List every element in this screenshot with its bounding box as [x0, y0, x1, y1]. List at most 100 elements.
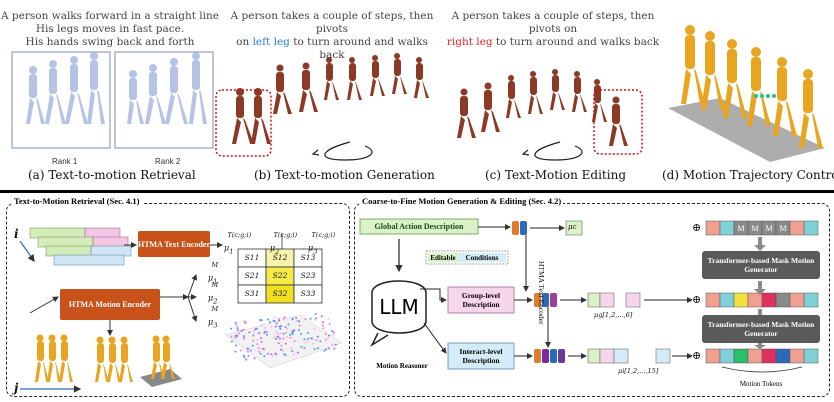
mu-text-2-sub: 2 [275, 247, 280, 256]
token-row-mid [705, 292, 819, 308]
similarity-cell: S31 [244, 289, 260, 298]
panel-c-turn-arrow [534, 141, 583, 161]
scatter-point [275, 331, 278, 334]
scatter-point [291, 318, 294, 321]
scatter-point [290, 347, 293, 350]
panel-c-caption-post: to turn around and walks back [492, 36, 660, 48]
scatter-point [269, 321, 271, 324]
scatter-point [245, 358, 248, 361]
scatter-point [260, 337, 262, 340]
rank2-frame [114, 51, 214, 149]
scatter-point [243, 356, 246, 359]
scatter-point [296, 320, 299, 322]
mu-motion-2-symbol: μ [208, 293, 214, 303]
scatter-point [242, 328, 245, 331]
scatter-point [240, 329, 243, 332]
mu-text-3: μ3 T(c;g;i) [308, 231, 341, 256]
mu-text-2-symbol: μ [270, 243, 276, 253]
scatter-point [277, 342, 280, 345]
scatter-point [323, 349, 326, 352]
scatter-point [254, 328, 257, 331]
scatter-point [272, 320, 275, 322]
htma-text-encoder: HTMA Text Encoder [138, 231, 210, 257]
scatter-point [313, 328, 316, 330]
scatter-point [236, 326, 239, 329]
scatter-point [266, 333, 268, 336]
scatter-point [275, 322, 278, 325]
mu-text-3-sub: 3 [313, 247, 318, 256]
scatter-point [295, 317, 298, 319]
scatter-point [259, 352, 262, 355]
scatter-point [278, 325, 281, 328]
scatter-point [304, 318, 307, 321]
scatter-point [282, 337, 285, 340]
scatter-point [327, 317, 330, 320]
scatter-point [255, 327, 258, 330]
mu-motion-3-sup: M [211, 305, 219, 313]
mu-motion-3: μ3 M [208, 305, 224, 330]
method-graphics [19, 218, 819, 393]
scatter-point [309, 317, 312, 320]
scatter-point [249, 349, 252, 352]
panel-b-caption: A person takes a couple of steps, then p… [222, 10, 442, 62]
scatter-point [299, 333, 302, 335]
panel-a-caption: A person walks forward in a straight lin… [0, 10, 220, 49]
scatter-point [293, 329, 296, 332]
motion-reasoner-label: Motion Reasoner [376, 362, 428, 370]
scatter-point [235, 323, 238, 326]
scatter-point [327, 334, 330, 337]
scatter-point [272, 336, 275, 339]
panel-a-label: (a) Text-to-motion Retrieval [28, 168, 196, 182]
scatter-point [280, 344, 283, 347]
scatter-point [233, 336, 236, 339]
similarity-cell: S22 [272, 271, 288, 280]
rank2-label: Rank 2 [155, 157, 181, 166]
scatter-point [243, 320, 246, 323]
scatter-point [321, 324, 324, 327]
scatter-point [324, 332, 327, 335]
scatter-point [319, 340, 322, 343]
panel-d-label: (d) Motion Trajectory Control [662, 168, 834, 182]
encoder-tokens [512, 221, 565, 363]
mask-token-1: M [737, 223, 745, 233]
mu-text-1-sup: T(c;g;i) [227, 231, 252, 239]
similarity-grid-cells [237, 248, 323, 304]
scatter-point [307, 337, 309, 340]
scatter-point [284, 342, 287, 345]
scatter-point [320, 315, 323, 318]
mask-token-2: M [751, 223, 759, 233]
scatter-point [298, 320, 301, 323]
plus-bottom: ⊕ [692, 349, 702, 362]
scatter-point [311, 342, 314, 345]
scatter-point [284, 326, 287, 329]
similarity-cell: S21 [244, 271, 260, 280]
scatter-point [293, 340, 296, 343]
scatter-point [289, 336, 292, 339]
scatter-point [256, 338, 259, 341]
mu-text-3-symbol: μ [308, 243, 314, 253]
global-action-description: Global Action Description [374, 222, 464, 231]
mu-motion-1: μ1M [208, 261, 224, 286]
panel-d-figures [668, 25, 825, 162]
scatter-point [242, 335, 245, 338]
mask-motion-generator-1: Transformer-based Mask Motion Generator [702, 251, 820, 279]
similarity-cell: S23 [300, 271, 316, 280]
llm-bubble-shape [371, 280, 427, 334]
scatter-point [257, 347, 260, 350]
scatter-point [300, 345, 303, 348]
scatter-point [327, 336, 329, 339]
scatter-point [247, 354, 250, 357]
scatter-point [306, 340, 309, 342]
htma-text-encoder-vertical: HTMA Text Encoder [537, 261, 546, 325]
scatter-point [242, 354, 245, 357]
mu-motion-2: μ2 M [208, 281, 224, 305]
mu-motion-1-sub: 1 [213, 277, 218, 286]
scatter-point [286, 335, 289, 338]
scatter-point [303, 338, 306, 341]
scatter-point [287, 323, 290, 326]
mu-motion-3-sub: 3 [213, 321, 218, 330]
token-row-bottom [705, 348, 819, 364]
generation-title: Coarse-to-Fine Motion Generation & Editi… [360, 196, 564, 206]
motion-tokens-label: Motion Tokens [739, 380, 783, 388]
panel-b-label: (b) Text-to-motion Generation [254, 168, 435, 182]
